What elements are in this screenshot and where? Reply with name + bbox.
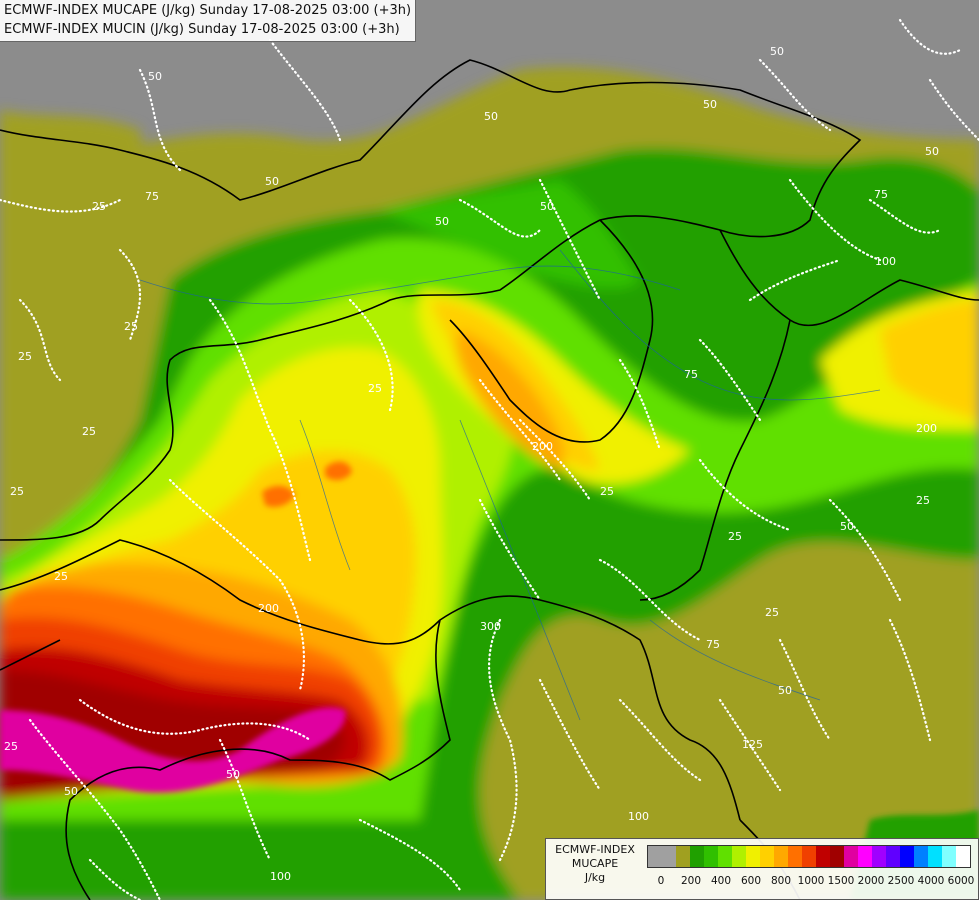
cin-label: 50 [703,98,717,111]
cin-label: 25 [4,740,18,753]
cin-label: 25 [18,350,32,363]
legend-tick-label: 400 [710,875,732,887]
legend-tick-label: 800 [770,875,792,887]
cin-label: 75 [874,188,888,201]
cin-label: 125 [742,738,763,751]
cin-label: 25 [124,320,138,333]
cin-label: 25 [600,485,614,498]
color-legend: ECMWF-INDEX MUCAPE J/kg 0 200 400 600 800 100… [545,838,979,900]
legend-ticks: 0 200 400 600 800 1000 1500 2000 2500 4000 6000 [647,875,977,889]
legend-tick-label: 2000 [857,875,885,887]
legend-title-field: MUCAPE [571,857,619,870]
legend-tick-label: 600 [740,875,762,887]
legend-swatch [802,846,816,867]
cin-label: 25 [368,382,382,395]
title-line-mucin: ECMWF-INDEX MUCIN (J/kg) Sunday 17-08-20… [4,22,400,37]
legend-swatch [648,846,662,867]
legend-swatch [844,846,858,867]
cin-label: 50 [840,520,854,533]
legend-swatch [662,846,676,867]
cin-label: 200 [916,422,937,435]
cin-label: 25 [54,570,68,583]
legend-title-unit: J/kg [584,871,606,884]
cin-label: 25 [10,485,24,498]
legend-swatch [788,846,802,867]
cin-label: 50 [778,684,792,697]
legend-swatch [914,846,928,867]
cin-label: 50 [148,70,162,83]
legend-swatch [858,846,872,867]
cin-label: 75 [145,190,159,203]
title-line-mucape: ECMWF-INDEX MUCAPE (J/kg) Sunday 17-08-2… [4,3,412,18]
legend-swatch [704,846,718,867]
cin-label: 75 [684,368,698,381]
cin-label: 25 [916,494,930,507]
legend-title: ECMWF-INDEX MUCAPE J/kg [548,843,642,885]
cin-label: 50 [540,200,554,213]
legend-swatches [647,845,971,868]
cin-label: 200 [258,602,279,615]
legend-tick-label: 2500 [887,875,915,887]
cin-label: 25 [92,200,106,213]
map-title: ECMWF-INDEX MUCAPE (J/kg) Sunday 17-08-2… [0,0,417,42]
cin-label: 75 [706,638,720,651]
cin-label: 50 [770,45,784,58]
cin-label: 100 [875,255,896,268]
legend-swatch [676,846,690,867]
cin-label: 50 [64,785,78,798]
legend-swatch [746,846,760,867]
cin-label: 50 [925,145,939,158]
legend-title-model: ECMWF-INDEX [555,843,635,856]
legend-tick-label: 4000 [917,875,945,887]
cin-label: 200 [532,440,553,453]
cin-label: 300 [480,620,501,633]
country-borders [0,59,979,900]
cape-field [0,67,979,900]
legend-swatch [928,846,942,867]
legend-swatch [956,846,970,867]
legend-swatch [830,846,844,867]
legend-swatch [718,846,732,867]
legend-swatch [760,846,774,867]
legend-swatch [900,846,914,867]
legend-swatch [942,846,956,867]
legend-swatch [690,846,704,867]
legend-tick-label: 0 [657,875,665,887]
cin-label: 25 [728,530,742,543]
cin-label: 100 [270,870,291,883]
legend-swatch [774,846,788,867]
legend-swatch [816,846,830,867]
cin-label: 100 [628,810,649,823]
legend-tick-label: 1000 [797,875,825,887]
cin-label: 50 [484,110,498,123]
legend-tick-label: 1500 [827,875,855,887]
cin-label: 50 [265,175,279,188]
cin-label: 50 [226,768,240,781]
mucin-contours [0,18,979,900]
cin-label: 25 [765,606,779,619]
legend-tick-label: 200 [680,875,702,887]
cin-label: 50 [435,215,449,228]
legend-swatch [886,846,900,867]
legend-swatch [732,846,746,867]
legend-tick-label: 6000 [947,875,975,887]
legend-swatch [872,846,886,867]
cin-labels: 50 50 50 50 50 25 25 75 50 50 100 25 25 … [4,45,939,883]
cin-label: 25 [82,425,96,438]
